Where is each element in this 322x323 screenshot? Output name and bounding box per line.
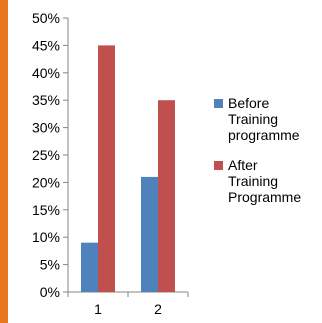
y-tick-label: 45% <box>32 37 60 53</box>
legend-swatch <box>214 161 223 170</box>
y-tick-label: 50% <box>32 10 60 26</box>
bar-after-2 <box>158 100 175 292</box>
x-tick-label: 1 <box>94 301 102 317</box>
y-tick-labels: 0% 5% 10% 15% 20% 25% 30% 35% 40% 45% 50% <box>32 10 60 300</box>
legend: Before Training programme After Training Prog… <box>214 95 301 205</box>
y-tick-label: 35% <box>32 92 60 108</box>
legend-label: Before Training programme <box>228 95 300 143</box>
y-tick-label: 15% <box>32 202 60 218</box>
y-tick-label: 0% <box>40 284 60 300</box>
y-tick-label: 20% <box>32 174 60 190</box>
y-tick-label: 5% <box>40 257 60 273</box>
legend-label: After Training Programme <box>228 157 301 205</box>
bars <box>81 45 175 293</box>
y-tick-label: 10% <box>32 229 60 245</box>
orange-side-border <box>0 0 8 323</box>
x-tick-label: 2 <box>154 301 162 317</box>
bar-before-2 <box>141 176 158 292</box>
y-tick-label: 25% <box>32 147 60 163</box>
bar-after-1 <box>98 45 115 293</box>
bar-before-1 <box>81 242 98 292</box>
legend-swatch <box>214 99 223 108</box>
y-tick-label: 40% <box>32 65 60 81</box>
y-tick-label: 30% <box>32 120 60 136</box>
